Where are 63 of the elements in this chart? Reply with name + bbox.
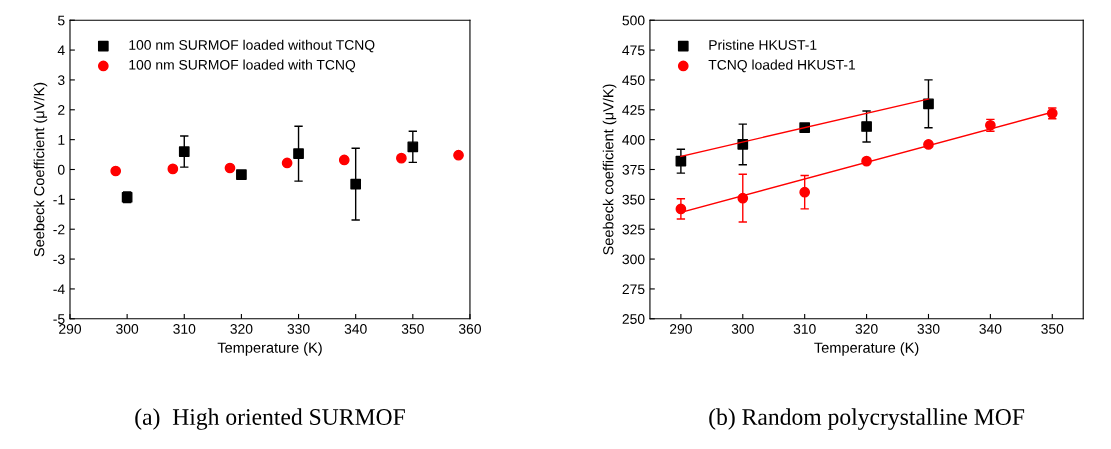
y-tick-label: 500 xyxy=(622,15,645,26)
x-axis-title: Temperature (K) xyxy=(217,342,322,356)
y-tick-label: -1 xyxy=(53,194,65,205)
point xyxy=(396,152,407,164)
y-tick-label: -4 xyxy=(53,284,65,294)
y-tick-label: 5 xyxy=(57,15,65,26)
point xyxy=(799,186,811,198)
x-tick-label: 290 xyxy=(670,324,692,334)
point xyxy=(178,146,190,157)
x-axis-title: Temperature (K) xyxy=(814,342,919,356)
point xyxy=(861,121,872,132)
y-tick-label: -3 xyxy=(53,254,65,265)
point xyxy=(923,98,934,110)
text: (b) Random polycrystalline MOF xyxy=(709,408,1025,430)
point xyxy=(350,178,362,190)
point xyxy=(281,157,293,169)
point xyxy=(675,203,687,215)
y-axis-title: Seebeck coefficient (μV/K) xyxy=(602,84,617,255)
x-tick-label: 290 xyxy=(59,324,82,334)
x-tick-label: 310 xyxy=(173,324,196,334)
point xyxy=(236,169,247,180)
x-tick-label: 340 xyxy=(979,324,1002,334)
y-tick-label: 350 xyxy=(622,194,645,205)
y-tick-label: -2 xyxy=(53,224,65,235)
y-tick-label: 275 xyxy=(622,284,645,295)
y-tick-label: 400 xyxy=(622,134,645,145)
y-tick-label: 425 xyxy=(622,105,645,115)
y-tick-label: -5 xyxy=(53,314,65,324)
y-tick-label: 375 xyxy=(622,164,645,175)
y-tick-label: 0 xyxy=(57,164,65,175)
x-tick-label: 300 xyxy=(731,324,754,334)
point xyxy=(293,148,304,160)
y-tick-label: 250 xyxy=(622,314,645,324)
x-tick-label: 360 xyxy=(458,324,481,334)
x-tick-label: 330 xyxy=(287,324,310,334)
legend-label: TCNQ loaded HKUST-1 xyxy=(708,59,856,73)
point xyxy=(407,141,419,153)
legend-label: Pristine HKUST-1 xyxy=(709,39,817,50)
y-tick-label: 325 xyxy=(622,224,645,235)
point xyxy=(224,162,236,174)
y-tick-label: 2 xyxy=(58,105,65,115)
x-tick-label: 310 xyxy=(793,324,816,334)
y-tick-label: 300 xyxy=(622,254,645,265)
x-tick-label: 320 xyxy=(230,324,253,334)
y-tick-label: 450 xyxy=(622,75,645,86)
y-tick-label: 1 xyxy=(58,135,65,145)
y-axis-title: Seebeck Coefficient (μV/K) xyxy=(33,82,48,257)
x-tick-label: 340 xyxy=(344,324,367,334)
point xyxy=(453,149,464,161)
x-tick-label: 350 xyxy=(1041,324,1064,334)
x-tick-label: 300 xyxy=(116,324,139,334)
y-tick-label: 475 xyxy=(622,45,645,56)
point xyxy=(167,163,179,175)
legend-label: 100 nm SURMOF loaded with TCNQ xyxy=(129,59,356,73)
y-tick-label: 3 xyxy=(57,75,65,86)
x-tick-label: 330 xyxy=(917,324,940,334)
text: (a) High oriented SURMOF xyxy=(135,408,405,430)
x-tick-label: 320 xyxy=(855,324,878,334)
legend-label: 100 nm SURMOF loaded without TCNQ xyxy=(129,39,375,53)
point xyxy=(338,154,350,166)
x-tick-label: 350 xyxy=(401,324,424,334)
y-tick-label: 4 xyxy=(57,45,65,56)
point xyxy=(110,165,122,177)
